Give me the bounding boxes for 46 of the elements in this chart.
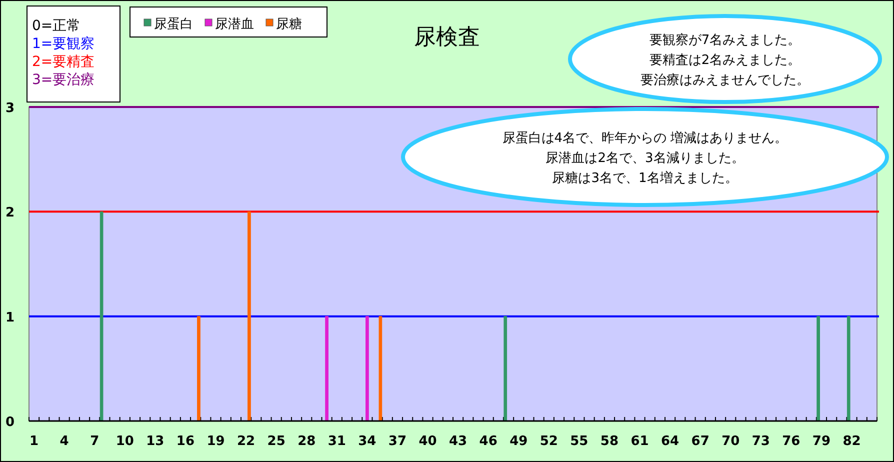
ref-line-label: 2=要精査 — [32, 54, 95, 70]
x-tick-label: 4 — [60, 434, 69, 449]
x-tick-label: 82 — [842, 434, 861, 449]
x-tick-label: 52 — [540, 434, 558, 449]
x-tick-label: 76 — [782, 434, 800, 449]
legend-label: 尿糖 — [276, 17, 302, 32]
x-tick-label: 79 — [812, 434, 831, 449]
x-tick-label: 49 — [510, 434, 528, 449]
legend-label: 尿潜血 — [215, 17, 254, 32]
x-tick-label: 25 — [267, 434, 286, 449]
x-tick-label: 10 — [116, 434, 134, 449]
text: 要精査は2名みえました。 — [649, 53, 801, 68]
x-tick-label: 40 — [418, 434, 437, 449]
x-tick-label: 7 — [90, 434, 100, 449]
x-tick-label: 67 — [691, 434, 710, 449]
annotation: 尿糖は3名で、1名増えました。 — [552, 170, 738, 186]
x-tick-label: 64 — [661, 434, 680, 449]
x-tick-label: 43 — [449, 434, 468, 449]
x-tick-label: 55 — [570, 434, 588, 449]
x-tick-label: 1 — [30, 434, 39, 449]
key: 0=正常 1=要観察 2=要精査 3=要治療 — [26, 6, 120, 102]
x-tick-label: 37 — [388, 434, 407, 449]
ref-line-label: 3=要治療 — [32, 72, 95, 88]
annotation: 尿潜血は2名で、3名減りました。 — [546, 151, 744, 166]
x-tick-label: 61 — [630, 434, 649, 449]
text: 要観察が7名みえました。 — [649, 32, 801, 48]
x-tick-label: 31 — [328, 434, 346, 449]
x-tick-label: 19 — [206, 434, 225, 449]
annotation: 尿蛋白は4名で、昨年からの 増減はありません。 — [502, 130, 788, 146]
legend-label: 尿蛋白 — [154, 17, 193, 32]
x-tick-label: 70 — [722, 434, 740, 449]
x-tick-label: 28 — [298, 434, 316, 449]
x-tick-label: 58 — [600, 434, 619, 449]
chart-title: 尿検査 — [414, 25, 480, 50]
y-tick-label: 1 — [5, 310, 15, 326]
x-tick-label: 13 — [146, 434, 164, 449]
y-tick-label: 2 — [5, 206, 15, 221]
x-tick-label: 16 — [176, 434, 195, 449]
y-tick-label: 0 — [5, 415, 15, 430]
y-tick-label: 3 — [5, 101, 15, 116]
x-tick-label: 22 — [237, 434, 256, 449]
ref-line-label: 1=要観察 — [32, 36, 95, 52]
x-tick-label: 34 — [358, 434, 376, 449]
x-tick-label: 46 — [479, 434, 498, 449]
x-tick-label: 73 — [752, 434, 770, 449]
text: 要治療はみえませんでした。 — [640, 73, 810, 88]
